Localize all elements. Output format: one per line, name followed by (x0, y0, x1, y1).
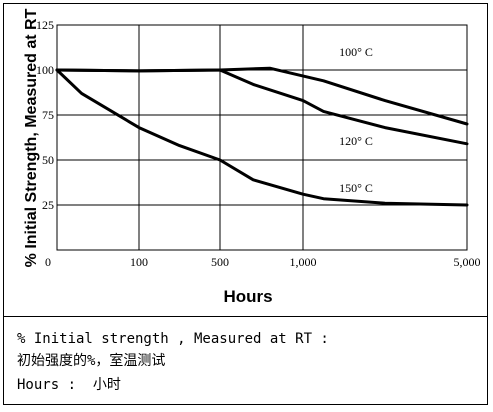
series-labels: 100° C 120° C 150° C (339, 45, 373, 195)
series-label-2: 150° C (339, 181, 373, 195)
x-tick-labels: 100 500 1,000 5,000 (130, 255, 481, 269)
y-tick-label-50: 50 (42, 153, 54, 167)
x-tick-label-3: 1,000 (290, 255, 317, 269)
series-line-2 (55, 68, 469, 207)
y-tick-label-125: 125 (36, 18, 54, 32)
series-lines (55, 66, 469, 207)
chart-grid (56, 24, 468, 250)
series-label-0: 100° C (339, 45, 373, 59)
y-tick-label-100: 100 (36, 63, 54, 77)
y-tick-label-25: 25 (42, 198, 54, 212)
note-divider (3, 316, 488, 317)
x-tick-label-4: 5,000 (454, 255, 481, 269)
x-tick-label-1: 100 (130, 255, 148, 269)
note-chinese-ylabel: 初始强度的%，室温测试 (17, 353, 166, 369)
note-english-ylabel: % Initial strength , Measured at RT : (17, 331, 329, 347)
x-axis-label: Hours (223, 287, 272, 306)
y-tick-label-0: 0 (45, 255, 51, 269)
y-axis-label: % Initial Strength, Measured at RT (23, 8, 40, 267)
note-hours: Hours : 小时 (17, 377, 121, 393)
series-label-1: 120° C (339, 134, 373, 148)
plot-area-border (56, 24, 468, 251)
x-tick-label-2: 500 (211, 255, 229, 269)
y-tick-label-75: 75 (42, 108, 54, 122)
y-tick-labels: 25 50 75 100 125 0 (36, 18, 54, 269)
strength-chart: 25 50 75 100 125 0 100 500 1,000 5,000 100° C 120… (23, 8, 481, 306)
series-line-1 (55, 68, 469, 146)
